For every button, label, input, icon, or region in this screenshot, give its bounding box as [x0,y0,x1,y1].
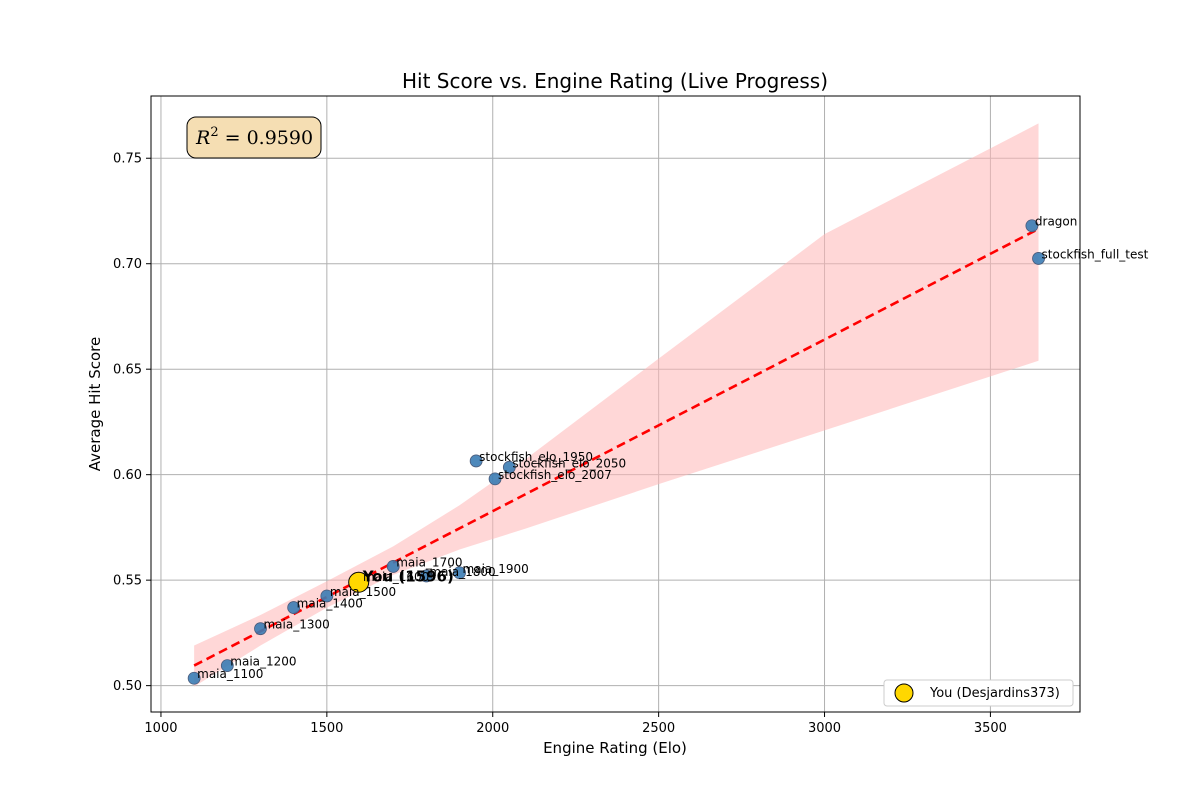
engine-point-label: maia_1300 [263,618,329,632]
chart-title: Hit Score vs. Engine Rating (Live Progre… [402,69,828,93]
x-tick-label: 2000 [476,721,509,736]
r2-value: 0.9590 [247,127,313,149]
engine-point [1025,219,1039,233]
trend-line [193,227,1040,667]
confidence-band-layer [194,123,1039,687]
engine-point-label: maia_1100 [197,667,263,681]
engine-point [453,566,466,580]
x-axis-label: Engine Rating (Elo) [543,739,687,757]
y-tick-label: 0.65 [113,363,142,378]
x-tick-label: 1000 [144,721,177,736]
y-tick-label: 0.75 [113,152,142,167]
y-tick-label: 0.50 [113,679,142,694]
engine-point-label: maia_1700 [396,555,462,569]
r2-text: R2 = 0.9590 [195,125,313,149]
y-tick-label: 0.60 [113,468,142,483]
engine-point-label: stockfish_elo_1950 [479,450,593,464]
engine-point-label: stockfish_elo_2050 [512,456,626,470]
r2-annotation: R2 = 0.9590 [186,116,322,159]
legend-box [883,679,1074,707]
engine-point-label: dragon [1035,215,1077,229]
engine-point-label: stockfish_full_test [1042,247,1149,261]
x-tick-label: 2500 [642,721,675,736]
engine-point [220,659,234,672]
engine-point [386,560,400,573]
engine-point-label: stockfish_elo_2007 [498,468,612,482]
you-point-label: You (1596) [362,567,454,585]
x-tick-label: 3500 [974,721,1007,736]
engine-point [1032,252,1045,265]
engine-point-label: maia_1800 [429,565,495,579]
engine-point [287,601,301,614]
engine-point-label: maia_1900 [463,562,529,576]
y-tick-label: 0.55 [113,574,142,589]
engine-point [419,569,433,583]
engine-point-label: maia_1200 [230,655,296,669]
engine-point [502,460,516,474]
you-point [348,571,370,593]
engine-point [488,472,502,486]
engine-point-label: maia_1500 [330,585,396,599]
engine-point-label: maia_1400 [297,597,363,611]
engine-point [320,589,334,603]
engine-point-label: maia_1600 [363,570,429,584]
engine-point [469,454,483,468]
plot-frame [150,95,1081,713]
engine-point [254,622,267,636]
r2-box [186,116,322,159]
trend-line-layer [193,227,1040,667]
x-tick-label: 1500 [310,721,343,736]
legend-label: You (Desjardins373) [929,686,1060,701]
y-axis-label: Average Hit Score [86,337,104,471]
confidence-band [194,123,1039,687]
x-tick-label: 3000 [808,721,841,736]
points-layer [187,219,1045,685]
point-labels-layer: maia_1100maia_1200maia_1300maia_1400maia… [197,215,1148,682]
engine-point [187,671,201,685]
y-tick-label: 0.70 [113,257,142,272]
legend-marker [894,683,914,703]
ticks-layer: 1000 1500 2000 2500 3000 3500 0.50 0.55 0.60 0.65… [113,152,1007,736]
legend: You (Desjardins373) [883,679,1074,707]
